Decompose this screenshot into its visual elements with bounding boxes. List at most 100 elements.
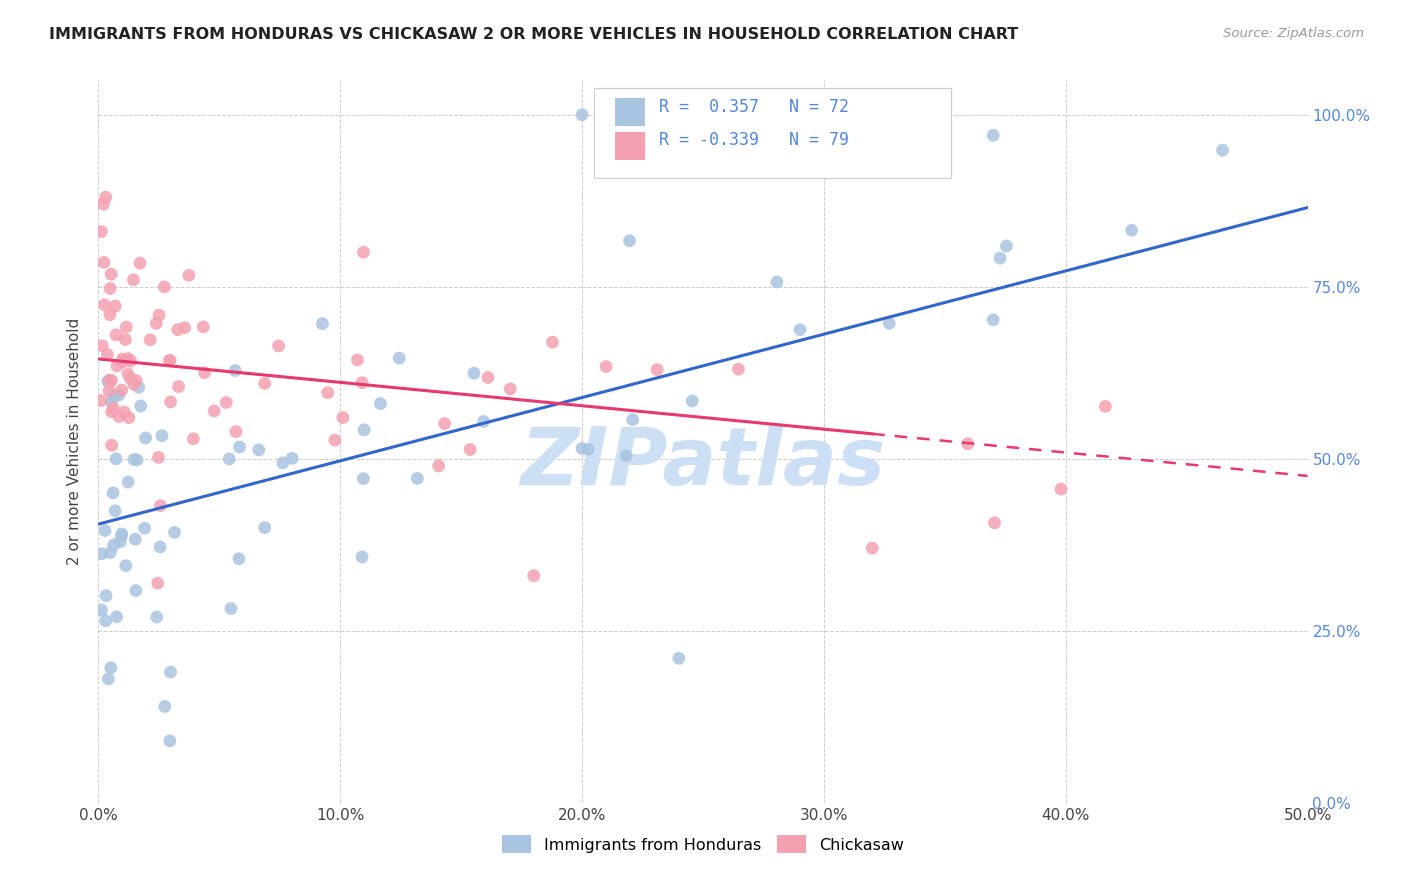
Point (253, 376, 276, 391)
Point (159, 353, 181, 368)
Point (114, 558, 136, 573)
Point (107, 388, 129, 402)
Point (595, 359, 617, 374)
Point (120, 371, 142, 385)
Point (100, 373, 122, 387)
Point (253, 520, 276, 534)
Point (111, 351, 134, 366)
Point (93, 298, 115, 312)
Point (427, 458, 450, 473)
Point (104, 504, 127, 518)
Point (406, 471, 429, 485)
Point (124, 533, 146, 547)
Point (103, 401, 125, 416)
Point (614, 449, 637, 463)
Point (148, 450, 170, 465)
Point (145, 316, 167, 330)
Point (146, 576, 169, 591)
Point (153, 699, 176, 714)
Point (100, 395, 122, 409)
Text: Source: ZipAtlas.com: Source: ZipAtlas.com (1223, 27, 1364, 40)
Point (173, 320, 195, 334)
Point (108, 409, 131, 424)
Point (353, 245, 375, 260)
Point (228, 551, 250, 566)
Point (477, 370, 499, 384)
Point (98, 308, 121, 322)
Point (193, 366, 215, 380)
Point (111, 527, 134, 541)
Point (105, 359, 128, 373)
Point (103, 389, 125, 403)
Point (352, 549, 374, 564)
Point (129, 399, 152, 413)
Point (159, 395, 181, 409)
Point (541, 335, 564, 350)
Point (105, 327, 128, 342)
Point (91, 339, 114, 353)
Point (90, 603, 112, 617)
Point (97, 374, 120, 388)
Point (1212, 143, 1234, 157)
Legend: Immigrants from Honduras, Chickasaw: Immigrants from Honduras, Chickasaw (496, 829, 910, 860)
Point (110, 528, 132, 542)
Point (619, 234, 641, 248)
Point (433, 417, 456, 431)
Point (995, 239, 1018, 253)
Point (472, 415, 495, 429)
Point (316, 385, 339, 400)
FancyBboxPatch shape (614, 132, 645, 160)
Point (104, 299, 127, 313)
Point (668, 651, 690, 665)
Point (117, 367, 139, 381)
Point (225, 425, 247, 439)
Point (118, 410, 141, 425)
Point (120, 354, 142, 368)
Point (93, 255, 115, 269)
Point (499, 382, 522, 396)
Point (94, 614, 117, 628)
Point (148, 308, 170, 322)
Point (112, 405, 135, 419)
Point (193, 319, 215, 334)
Point (352, 471, 374, 485)
Point (576, 442, 599, 457)
Point (228, 440, 250, 454)
Point (98, 384, 121, 398)
Point (163, 525, 186, 540)
Point (311, 317, 333, 331)
Point (388, 351, 411, 366)
Point (177, 268, 200, 283)
Point (96, 347, 118, 361)
Point (122, 273, 145, 287)
Point (139, 333, 162, 347)
Point (90, 393, 112, 408)
Point (332, 410, 354, 425)
Point (101, 486, 124, 500)
Point (110, 534, 132, 549)
Point (860, 541, 883, 556)
Point (149, 499, 172, 513)
Point (981, 128, 1004, 143)
Point (463, 366, 485, 380)
Point (224, 363, 246, 377)
Point (458, 442, 481, 457)
Point (93, 197, 115, 211)
Point (135, 431, 157, 445)
Text: R =  0.357   N = 72: R = 0.357 N = 72 (659, 98, 849, 116)
Point (645, 362, 668, 376)
Point (981, 313, 1004, 327)
Point (1050, 482, 1073, 496)
Point (271, 456, 294, 470)
Point (94, 524, 117, 538)
Point (100, 267, 122, 281)
Point (166, 323, 188, 337)
Point (1094, 400, 1116, 414)
Point (111, 355, 134, 369)
Point (215, 395, 238, 409)
Point (145, 610, 167, 624)
Point (879, 316, 901, 330)
Point (94, 589, 117, 603)
Point (90, 225, 112, 239)
Point (352, 376, 374, 390)
